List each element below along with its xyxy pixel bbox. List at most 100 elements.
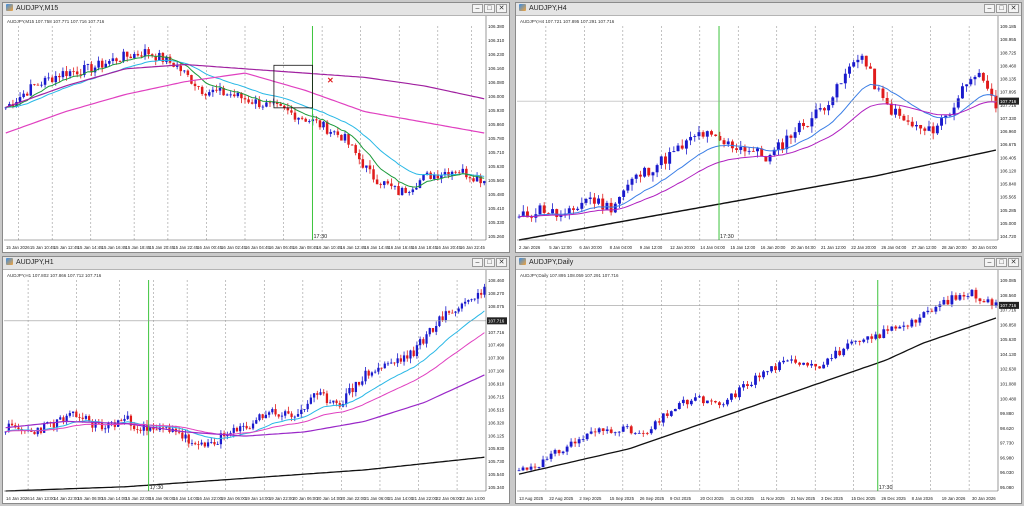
candle-body-36 bbox=[661, 413, 665, 423]
candle-body-5 bbox=[537, 467, 541, 468]
time-tick-label: 15 Jan 12:00 bbox=[730, 245, 755, 250]
candle-body-91 bbox=[329, 131, 332, 134]
chart-plot-area[interactable]: AUDJPY,Daily 107.895 108.059 107.291 107… bbox=[517, 270, 1020, 503]
candle-body-92 bbox=[886, 329, 890, 331]
candle-body-17 bbox=[585, 433, 589, 440]
candle-body-100 bbox=[918, 317, 922, 323]
price-tick-label: 106.675 bbox=[1000, 142, 1017, 147]
price-chart[interactable]: AUDJPY,M15 107.758 107.771 107.716 107.7… bbox=[4, 16, 508, 252]
candle-body-26 bbox=[626, 184, 630, 191]
time-tick-label: 26 Dec 2025 bbox=[881, 496, 906, 501]
maximize-button[interactable]: □ bbox=[996, 258, 1007, 267]
candle-body-57 bbox=[756, 148, 759, 152]
candle-body-83 bbox=[300, 117, 304, 119]
chart-plot-area[interactable]: AUDJPY,M15 107.758 107.771 107.716 107.7… bbox=[4, 16, 508, 252]
close-button[interactable]: ✕ bbox=[1008, 258, 1019, 267]
chart-window-icon bbox=[519, 4, 526, 11]
close-button[interactable]: ✕ bbox=[1008, 4, 1019, 13]
close-button[interactable]: ✕ bbox=[496, 258, 507, 267]
candle-body-31 bbox=[641, 432, 645, 434]
chart-window-h4[interactable]: AUDJPY,H4 – □ ✕ AUDJPY,H4 107.721 107.89… bbox=[515, 2, 1022, 253]
candle-body-2 bbox=[10, 423, 14, 426]
candle-body-135 bbox=[438, 316, 441, 326]
maximize-button[interactable]: □ bbox=[484, 258, 495, 267]
candle-body-17 bbox=[59, 417, 62, 420]
time-tick-label: 20 Oct 2025 bbox=[700, 496, 724, 501]
window-title-bar[interactable]: AUDJPY,H4 – □ ✕ bbox=[516, 3, 1021, 16]
minimize-button[interactable]: – bbox=[984, 4, 995, 13]
candle-body-4 bbox=[17, 427, 20, 430]
candle-body-82 bbox=[267, 412, 271, 415]
time-tick-label: 3 Dec 2025 bbox=[821, 496, 844, 501]
candle-body-61 bbox=[772, 149, 776, 155]
candle-body-56 bbox=[184, 434, 187, 439]
candle-body-44 bbox=[693, 397, 697, 401]
window-title-bar[interactable]: AUDJPY,H1 – □ ✕ bbox=[3, 257, 509, 270]
price-tick-label: 106.910 bbox=[488, 382, 505, 387]
candle-body-84 bbox=[274, 409, 277, 415]
candle-body-38 bbox=[126, 415, 129, 419]
time-tick-label: 5 Jan 12:00 bbox=[549, 245, 572, 250]
price-tick-label: 96.030 bbox=[1000, 470, 1014, 475]
minimize-button[interactable]: – bbox=[472, 258, 483, 267]
candle-body-129 bbox=[465, 168, 468, 178]
candle-body-17 bbox=[65, 71, 68, 77]
candle-body-0 bbox=[4, 431, 7, 433]
time-marker-label: 17:30 bbox=[720, 234, 734, 240]
chart-plot-area[interactable]: AUDJPY,H4 107.721 107.895 107.291 107.71… bbox=[517, 16, 1020, 252]
candle-body-80 bbox=[290, 110, 293, 113]
close-button[interactable]: ✕ bbox=[496, 4, 507, 13]
chart-plot-area[interactable]: AUDJPY,H1 107.802 107.866 107.712 107.71… bbox=[4, 270, 508, 503]
maximize-button[interactable]: □ bbox=[996, 4, 1007, 13]
price-tick-label: 105.630 bbox=[488, 164, 505, 169]
maximize-button[interactable]: □ bbox=[484, 4, 495, 13]
candle-body-80 bbox=[261, 414, 264, 419]
time-tick-label: 16 Jan 14:00 bbox=[173, 496, 198, 501]
candle-body-115 bbox=[978, 298, 982, 302]
candle-body-98 bbox=[354, 145, 357, 154]
candle-body-85 bbox=[308, 121, 311, 122]
price-tick-label: 109.085 bbox=[1000, 278, 1017, 283]
candle-body-70 bbox=[810, 118, 814, 127]
candle-body-37 bbox=[136, 53, 140, 56]
candle-body-53 bbox=[739, 146, 743, 150]
price-tick-label: 105.480 bbox=[488, 192, 505, 197]
candle-body-15 bbox=[52, 422, 55, 428]
candle-body-13 bbox=[569, 441, 573, 447]
price-chart[interactable]: AUDJPY,H1 107.802 107.866 107.712 107.71… bbox=[4, 270, 508, 503]
candle-body-104 bbox=[952, 107, 956, 115]
price-chart[interactable]: AUDJPY,Daily 107.895 108.059 107.291 107… bbox=[517, 270, 1020, 503]
candle-body-90 bbox=[293, 416, 296, 418]
candle-body-112 bbox=[986, 80, 990, 89]
candle-body-87 bbox=[315, 119, 318, 121]
candle-body-79 bbox=[286, 108, 290, 111]
candle-body-6 bbox=[542, 205, 546, 213]
candle-body-107 bbox=[965, 84, 969, 87]
time-marker-label: 17:30 bbox=[313, 234, 327, 240]
chart-window-daily[interactable]: AUDJPY,Daily – □ ✕ AUDJPY,Daily 107.895 … bbox=[515, 256, 1022, 504]
minimize-button[interactable]: – bbox=[472, 4, 483, 13]
candle-body-116 bbox=[377, 367, 380, 372]
candle-body-82 bbox=[860, 55, 864, 60]
candle-body-34 bbox=[125, 51, 129, 57]
candle-body-12 bbox=[565, 446, 569, 452]
time-tick-label: 28 Jan 20:00 bbox=[942, 245, 967, 250]
candle-body-84 bbox=[868, 66, 872, 69]
chart-window-m15[interactable]: AUDJPY,M15 – □ ✕ AUDJPY,M15 107.758 107.… bbox=[2, 2, 510, 253]
chart-window-h1[interactable]: AUDJPY,H1 – □ ✕ AUDJPY,H1 107.802 107.86… bbox=[2, 256, 510, 504]
candle-body-43 bbox=[697, 132, 701, 137]
window-title-bar[interactable]: AUDJPY,Daily – □ ✕ bbox=[516, 257, 1021, 270]
candle-body-127 bbox=[457, 172, 461, 174]
candle-body-117 bbox=[422, 174, 425, 181]
candle-body-22 bbox=[75, 411, 78, 418]
time-tick-label: 13 Aug 2025 bbox=[519, 496, 544, 501]
candle-body-74 bbox=[268, 102, 272, 104]
candle-body-109 bbox=[354, 381, 357, 393]
candle-body-131 bbox=[425, 334, 428, 344]
price-chart[interactable]: AUDJPY,H4 107.721 107.895 107.291 107.71… bbox=[517, 16, 1020, 252]
window-title-bar[interactable]: AUDJPY,M15 – □ ✕ bbox=[3, 3, 509, 16]
candle-body-85 bbox=[277, 414, 280, 417]
candle-body-89 bbox=[889, 103, 893, 115]
candle-body-13 bbox=[50, 77, 54, 83]
minimize-button[interactable]: – bbox=[984, 258, 995, 267]
